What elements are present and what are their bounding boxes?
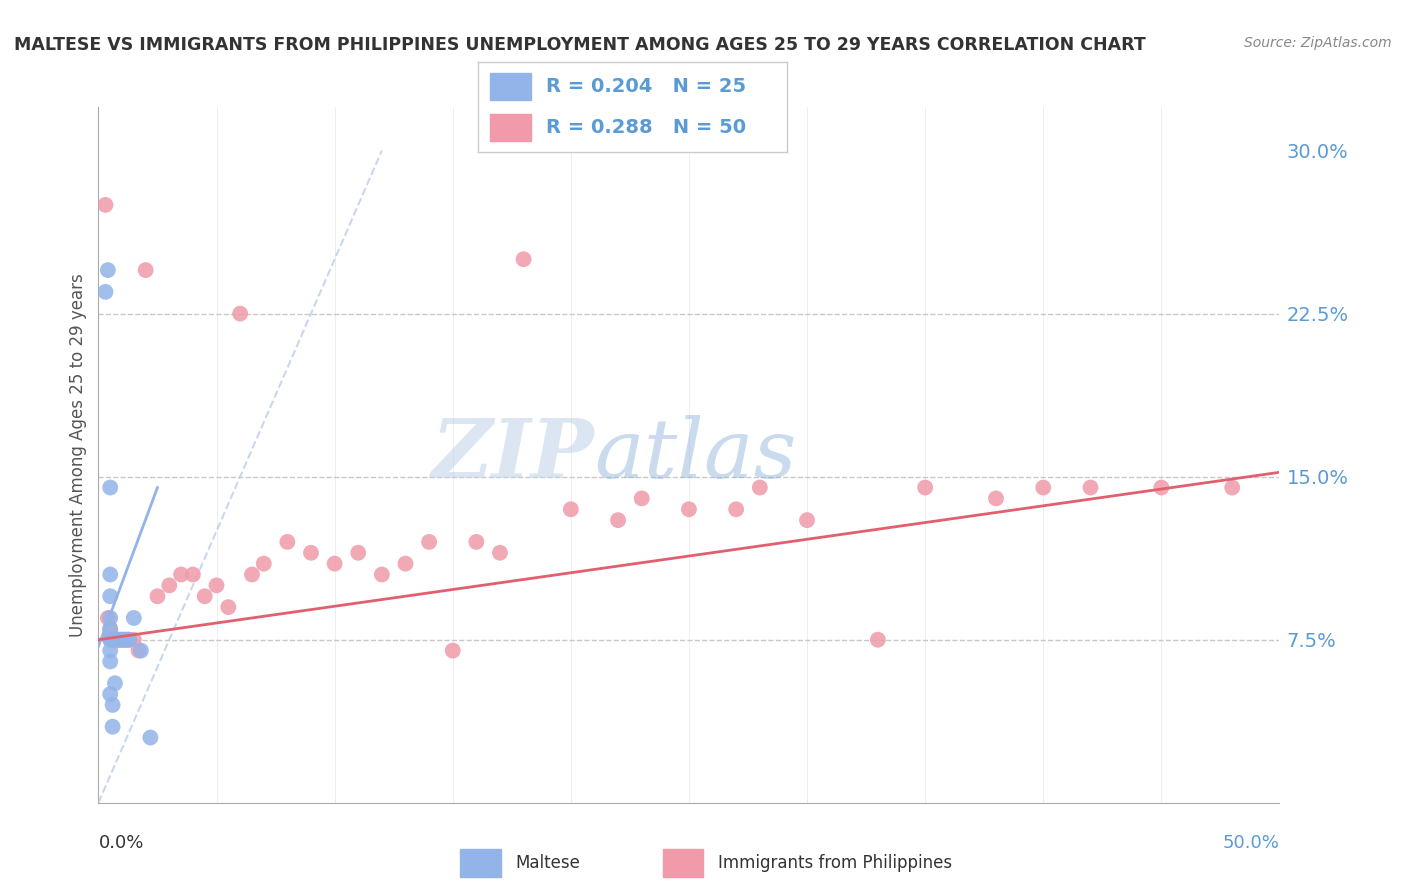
Point — [104, 632, 127, 647]
Point — [276, 535, 298, 549]
Point — [441, 643, 464, 657]
Point — [1220, 481, 1243, 495]
Point — [122, 632, 145, 647]
Text: Immigrants from Philippines: Immigrants from Philippines — [718, 854, 952, 872]
Point — [104, 676, 127, 690]
Point — [105, 632, 128, 647]
Point — [394, 557, 416, 571]
Point — [489, 546, 512, 560]
Point — [217, 600, 239, 615]
Point — [146, 589, 169, 603]
Point — [240, 567, 263, 582]
Point — [101, 632, 124, 647]
Point — [98, 589, 121, 603]
Point — [1032, 481, 1054, 495]
Point — [97, 611, 120, 625]
Point — [118, 632, 141, 647]
Text: ZIP: ZIP — [432, 415, 595, 495]
Point — [299, 546, 322, 560]
Point — [108, 632, 131, 647]
Bar — [491, 73, 530, 100]
Point — [128, 643, 150, 657]
Point — [118, 632, 141, 647]
Point — [101, 720, 124, 734]
Text: R = 0.288   N = 50: R = 0.288 N = 50 — [546, 118, 747, 137]
Text: Maltese: Maltese — [516, 854, 581, 872]
Point — [139, 731, 162, 745]
Point — [98, 622, 121, 636]
Point — [112, 632, 135, 647]
Point — [112, 632, 135, 647]
Point — [98, 632, 121, 647]
Bar — [491, 114, 530, 141]
Point — [105, 632, 128, 647]
Point — [560, 502, 582, 516]
Point — [94, 198, 117, 212]
Point — [725, 502, 748, 516]
Point — [104, 632, 127, 647]
Point — [512, 252, 534, 267]
Point — [111, 632, 134, 647]
Text: MALTESE VS IMMIGRANTS FROM PHILIPPINES UNEMPLOYMENT AMONG AGES 25 TO 29 YEARS CO: MALTESE VS IMMIGRANTS FROM PHILIPPINES U… — [14, 36, 1146, 54]
Point — [323, 557, 346, 571]
Point — [678, 502, 700, 516]
Bar — [460, 849, 501, 877]
Point — [98, 611, 121, 625]
Bar — [662, 849, 703, 877]
Point — [98, 481, 121, 495]
Point — [98, 567, 121, 582]
Point — [98, 655, 121, 669]
Point — [748, 481, 770, 495]
Point — [129, 643, 152, 657]
Point — [1150, 481, 1173, 495]
Point — [205, 578, 228, 592]
Point — [253, 557, 276, 571]
Point — [135, 263, 157, 277]
Text: R = 0.204   N = 25: R = 0.204 N = 25 — [546, 77, 747, 96]
Point — [108, 632, 131, 647]
Point — [97, 263, 120, 277]
Point — [984, 491, 1007, 506]
Point — [465, 535, 488, 549]
Point — [115, 632, 138, 647]
Point — [1080, 481, 1102, 495]
Point — [101, 698, 124, 712]
Point — [115, 632, 138, 647]
Point — [607, 513, 630, 527]
Point — [111, 632, 134, 647]
Text: Source: ZipAtlas.com: Source: ZipAtlas.com — [1244, 36, 1392, 50]
Point — [914, 481, 936, 495]
Point — [157, 578, 180, 592]
Text: atlas: atlas — [595, 415, 797, 495]
Point — [796, 513, 818, 527]
Point — [98, 643, 121, 657]
Point — [630, 491, 652, 506]
Point — [101, 632, 124, 647]
Y-axis label: Unemployment Among Ages 25 to 29 years: Unemployment Among Ages 25 to 29 years — [69, 273, 87, 637]
Point — [418, 535, 440, 549]
Point — [122, 611, 145, 625]
Point — [94, 285, 117, 299]
Point — [347, 546, 370, 560]
Point — [371, 567, 394, 582]
Point — [181, 567, 204, 582]
Point — [98, 687, 121, 701]
Text: 0.0%: 0.0% — [98, 834, 143, 852]
Point — [866, 632, 889, 647]
Text: 50.0%: 50.0% — [1223, 834, 1279, 852]
Point — [98, 622, 121, 636]
Point — [98, 632, 121, 647]
Point — [229, 307, 252, 321]
Point — [194, 589, 217, 603]
Point — [170, 567, 193, 582]
